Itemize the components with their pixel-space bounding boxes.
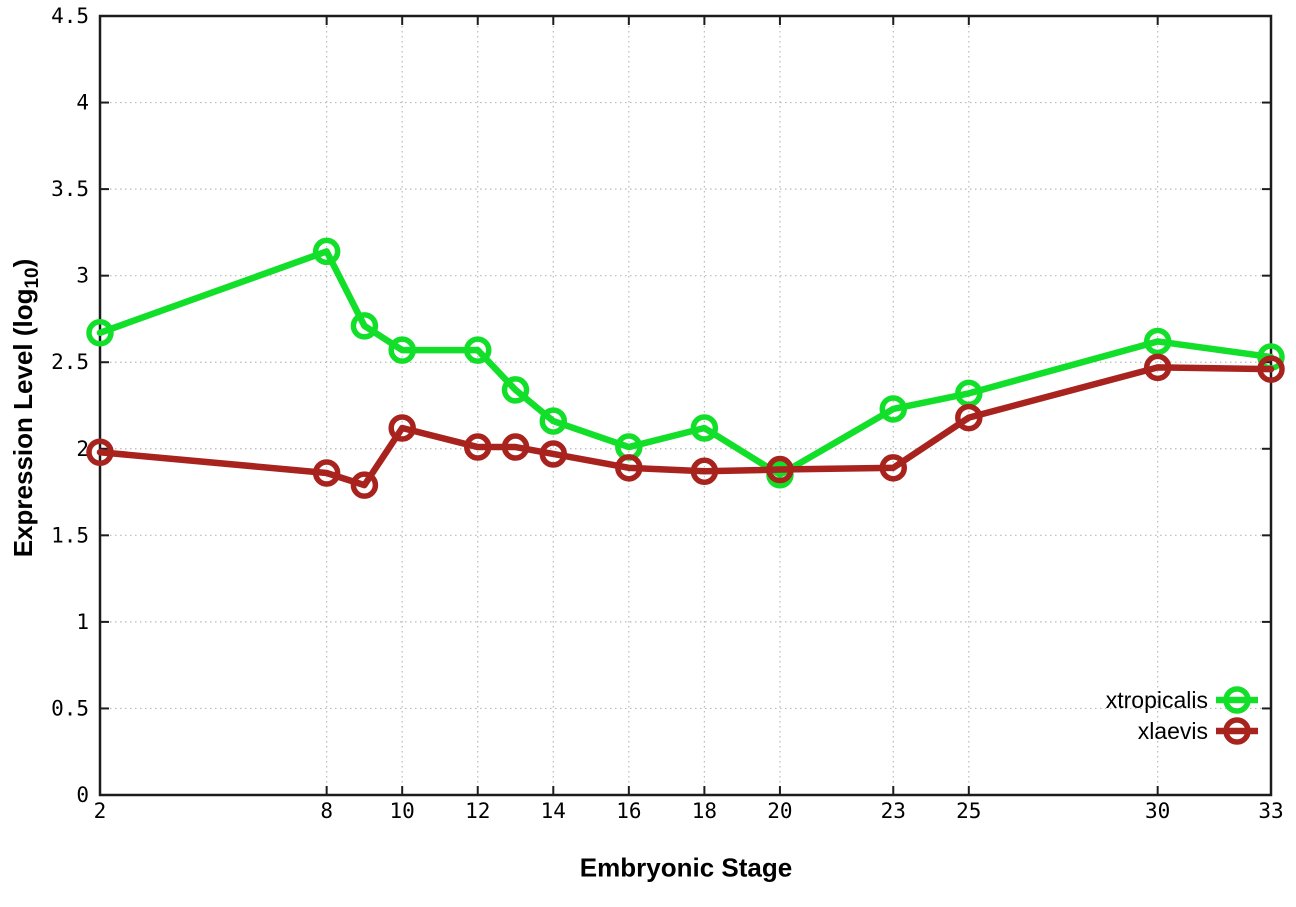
y-tick-label: 1 <box>76 610 89 634</box>
y-tick-label: 1.5 <box>51 523 89 547</box>
data-point-marker-xlaevis <box>1257 355 1285 383</box>
y-axis-title-subscript: 10 <box>22 267 44 289</box>
legend-label-xtropicalis: xtropicalis <box>1106 687 1208 713</box>
x-tick-label: 10 <box>390 799 415 823</box>
x-tick-label: 2 <box>94 799 107 823</box>
data-point-marker-xlaevis <box>1143 353 1172 382</box>
data-point-marker-xlaevis <box>312 459 341 487</box>
x-tick-label: 14 <box>541 799 566 823</box>
y-tick-label: 3.5 <box>51 177 89 201</box>
x-axis-title: Embryonic Stage <box>579 852 793 883</box>
x-tick-label: 20 <box>767 799 792 823</box>
data-point-marker-xlaevis <box>955 403 983 432</box>
series-line-xtropicalis <box>96 248 1275 478</box>
data-point-marker-xlaevis <box>463 433 492 461</box>
data-point-marker-xlaevis <box>388 414 416 442</box>
data-point-marker-xtropicalis <box>86 319 114 347</box>
data-point-marker-xtropicalis <box>463 336 492 364</box>
legend-label-xlaevis: xlaevis <box>1138 718 1208 744</box>
x-tick-label: 16 <box>616 799 641 823</box>
x-tick-label: 18 <box>692 799 717 823</box>
x-tick-label: 23 <box>881 799 906 823</box>
data-point-marker-xlaevis <box>615 454 643 482</box>
y-tick-label: 2 <box>76 437 89 461</box>
data-point-marker-xlaevis <box>501 433 530 461</box>
data-point-marker-xtropicalis <box>388 336 416 364</box>
x-tick-label: 25 <box>956 799 981 823</box>
data-point-marker-xlaevis <box>539 440 568 468</box>
y-tick-label: 0 <box>76 783 89 807</box>
x-tick-label: 8 <box>320 799 333 823</box>
y-axis-title: Expression Level (log10) <box>8 259 44 558</box>
legend-marker-sample <box>1223 717 1251 745</box>
plot-border <box>98 14 1273 797</box>
data-point-marker-xtropicalis <box>1143 327 1172 356</box>
data-point-marker-xtropicalis <box>501 376 530 404</box>
data-point-marker-xtropicalis <box>879 395 908 423</box>
legend-marker-sample <box>1223 686 1251 714</box>
data-point-marker-xlaevis <box>766 455 794 484</box>
data-point-marker-xlaevis <box>350 471 379 499</box>
data-point-marker-xtropicalis <box>312 237 341 266</box>
y-tick-label: 4 <box>76 91 89 115</box>
y-tick-label: 3 <box>76 264 89 288</box>
x-tick-label: 30 <box>1145 799 1170 823</box>
y-axis-title-suffix: ) <box>7 258 38 268</box>
data-point-marker-xtropicalis <box>690 414 719 442</box>
y-axis-title-text: Expression Level (log <box>7 288 38 558</box>
y-tick-label: 4.5 <box>51 4 89 28</box>
data-point-marker-xlaevis <box>86 438 114 466</box>
data-point-marker-xlaevis <box>690 457 719 486</box>
y-tick-label: 2.5 <box>51 350 89 374</box>
data-point-marker-xtropicalis <box>539 407 568 435</box>
data-point-marker-xtropicalis <box>350 312 379 340</box>
data-point-marker-xlaevis <box>879 454 908 482</box>
x-tick-label: 33 <box>1258 799 1283 823</box>
x-tick-label: 12 <box>465 799 490 823</box>
y-tick-label: 0.5 <box>51 696 89 720</box>
series-line-xlaevis <box>96 364 1275 489</box>
